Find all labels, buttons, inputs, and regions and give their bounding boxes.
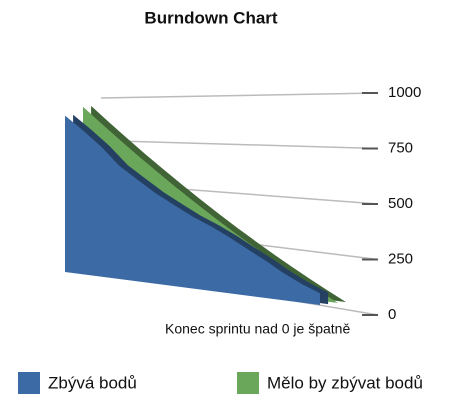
grid: 0 250 500 750 1000 — [100, 84, 421, 323]
chart-title: Burndown Chart — [144, 8, 277, 27]
legend-label: Mělo by zbývat bodů — [267, 373, 423, 392]
grid-line — [100, 139, 379, 150]
grid-line — [100, 92, 379, 99]
y-tick-label: 750 — [388, 139, 413, 156]
legend-swatch — [237, 372, 259, 394]
y-tick-label: 250 — [388, 250, 413, 267]
legend-label: Zbývá bodů — [48, 373, 137, 392]
area — [65, 115, 320, 305]
legend-swatch — [18, 372, 40, 394]
annotation: Konec sprintu nad 0 je špatně — [165, 321, 350, 337]
y-tick-label: 1000 — [388, 84, 421, 101]
plot-area — [65, 105, 347, 305]
legend: Zbývá bodů Mělo by zbývat bodů — [18, 372, 423, 394]
y-tick-label: 500 — [388, 195, 413, 212]
y-tick-label: 0 — [388, 306, 396, 323]
